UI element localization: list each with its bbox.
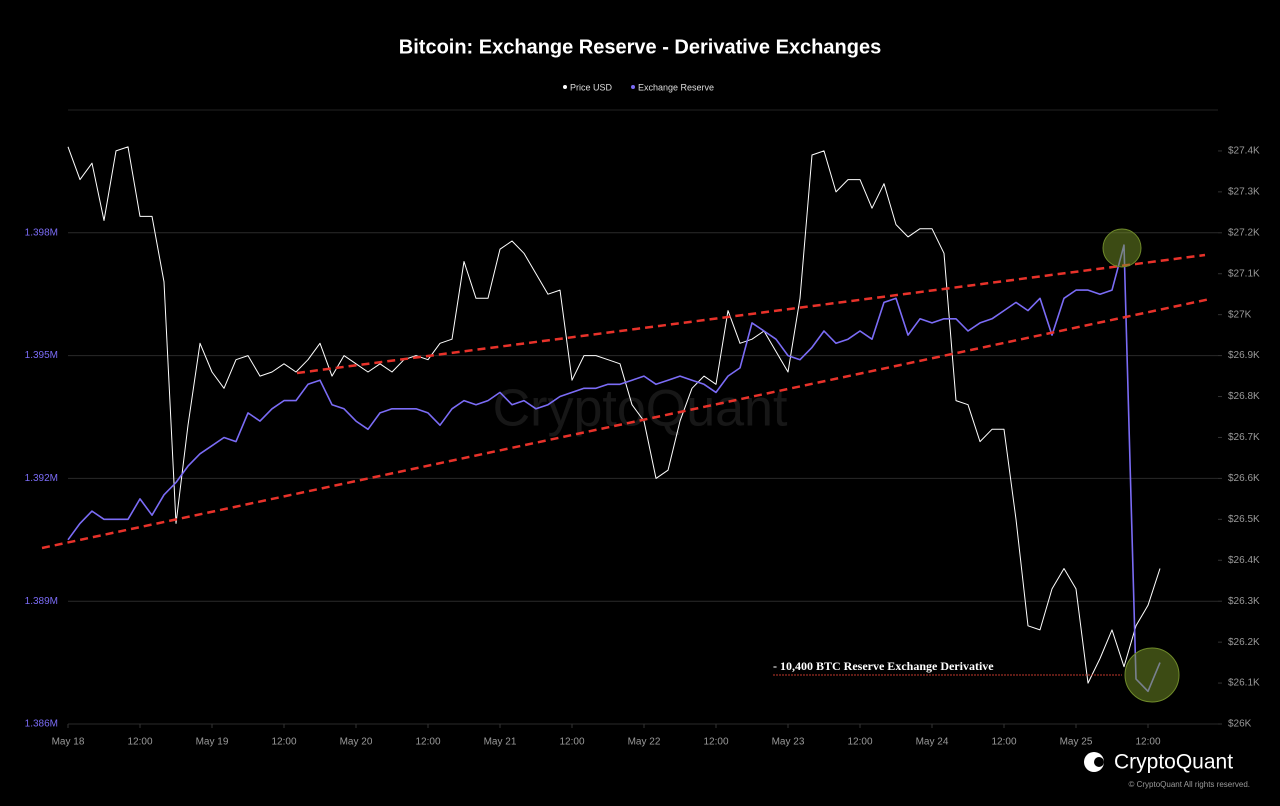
y2-tick-label: $26.1K [1228,678,1260,689]
y2-tick-label: $26.2K [1228,637,1260,648]
upper-trend-line [296,253,1206,375]
y2-tick-label: $26.7K [1228,432,1260,443]
chart-title: Bitcoin: Exchange Reserve - Derivative E… [399,36,881,58]
legend: Price USD Exchange Reserve [563,82,714,92]
y2-tick-label: $26K [1228,719,1252,730]
brand: CryptoQuant [1114,751,1233,774]
brand-logo [1084,752,1104,772]
legend-label: Exchange Reserve [638,82,714,92]
series-line [67,146,1161,684]
y-tick-label: 1.395M [25,350,58,361]
y2-tick-label: $26.6K [1228,473,1260,484]
y2-tick-label: $26.4K [1228,555,1260,566]
y-tick-label: 1.389M [25,596,58,607]
x-tick-label: 12:00 [847,737,872,748]
x-tick-label: May 21 [484,737,517,748]
legend-marker [631,85,636,89]
y2-tick-label: $27K [1228,309,1252,320]
x-tick-label: May 25 [1060,737,1093,748]
y2-tick-label: $27.2K [1228,227,1260,238]
watermark: CryptoQuant [493,380,788,438]
y2-tick-label: $26.3K [1228,596,1260,607]
y2-tick-label: $27.1K [1228,268,1260,279]
legend-label: Price USD [570,82,613,92]
y-tick-label: 1.398M [25,227,58,238]
x-tick-label: May 24 [916,737,949,748]
series-line [67,244,1161,693]
y2-tick-label: $27.4K [1228,146,1260,157]
plot-area: 1.386M 1.389M 1.392M 1.395M 1.398M $26K $26.1K… [25,82,1260,747]
y2-tick-label: $26.5K [1228,514,1260,525]
highlight-circle [1102,228,1142,268]
x-tick-label: May 23 [772,737,805,748]
lower-trend-line [41,297,1211,550]
y-tick-label: 1.392M [25,473,58,484]
y2-tick-label: $26.8K [1228,391,1260,402]
x-tick-label: 12:00 [1135,737,1160,748]
x-tick-label: 12:00 [271,737,296,748]
trend-lines [41,253,1211,550]
y2-tick-label: $26.9K [1228,350,1260,361]
logo-icon-cut [1094,757,1104,767]
x-tick-label: 12:00 [127,737,152,748]
x-tick-label: 12:00 [559,737,584,748]
x-tick-label: 12:00 [703,737,728,748]
y2-tick-label: $27.3K [1228,187,1260,198]
x-tick-label: May 22 [628,737,661,748]
x-tick-label: May 20 [340,737,373,748]
copyright: © CryptoQuant All rights reserved. [1129,780,1251,789]
x-tick-label: May 18 [52,737,85,748]
x-tick-label: May 19 [196,737,229,748]
x-tick-label: 12:00 [991,737,1016,748]
annotation: - 10,400 BTC Reserve Exchange Derivative [773,659,994,673]
legend-marker [563,85,567,89]
highlight-circle [1124,647,1180,703]
y-tick-label: 1.386M [25,719,58,730]
x-tick-label: 12:00 [415,737,440,748]
